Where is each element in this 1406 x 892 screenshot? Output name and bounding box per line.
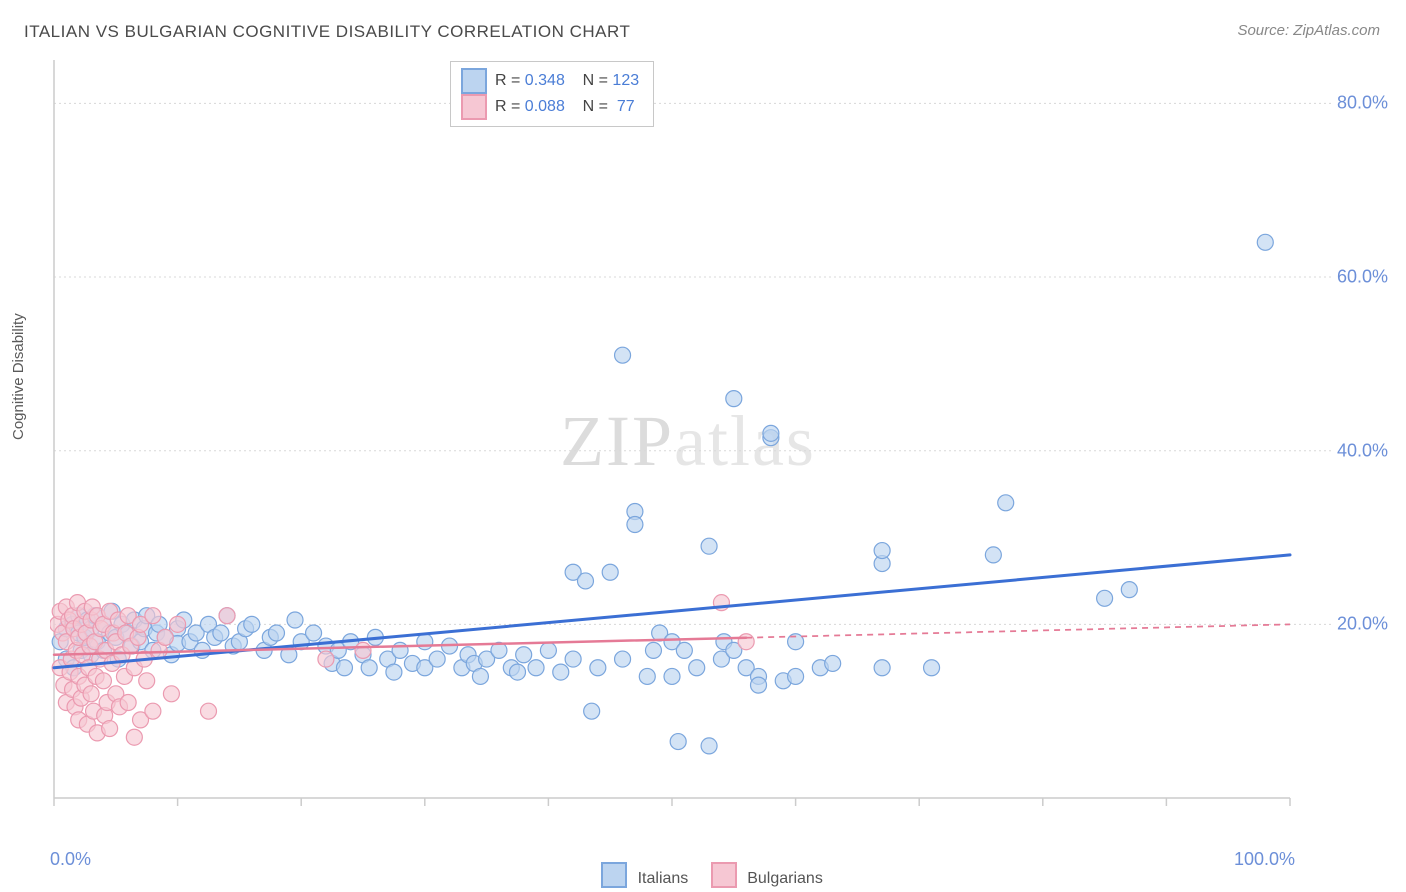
r-value: 0.088	[525, 98, 565, 115]
y-tick-label: 40.0%	[1337, 440, 1388, 461]
n-value: 77	[617, 98, 635, 115]
legend-text-italians: R = 0.348 N = 123	[495, 69, 639, 92]
r-label: R =	[495, 98, 520, 115]
series-legend: Italians Bulgarians	[0, 862, 1406, 888]
y-tick-label: 80.0%	[1337, 93, 1388, 114]
legend-row-bulgarians: R = 0.088 N = 77	[461, 94, 639, 120]
chart-title: ITALIAN VS BULGARIAN COGNITIVE DISABILIT…	[24, 22, 630, 42]
x-tick-label: 0.0%	[50, 849, 91, 870]
series-label-bulgarians: Bulgarians	[747, 870, 823, 887]
x-tick-label: 100.0%	[1234, 849, 1295, 870]
r-label: R =	[495, 72, 520, 89]
series-swatch-italians	[601, 862, 627, 888]
legend-row-italians: R = 0.348 N = 123	[461, 68, 639, 94]
legend-swatch-italians	[461, 68, 487, 94]
n-label: N =	[583, 72, 608, 89]
source-label: Source: ZipAtlas.com	[1237, 22, 1380, 39]
y-axis-label: Cognitive Disability	[10, 313, 27, 440]
series-swatch-bulgarians	[711, 862, 737, 888]
y-tick-label: 20.0%	[1337, 614, 1388, 635]
n-value: 123	[612, 72, 639, 89]
y-tick-label: 60.0%	[1337, 267, 1388, 288]
series-label-italians: Italians	[638, 870, 689, 887]
legend-swatch-bulgarians	[461, 94, 487, 120]
legend-text-bulgarians: R = 0.088 N = 77	[495, 95, 635, 118]
r-value: 0.348	[525, 72, 565, 89]
plot-area	[50, 58, 1340, 828]
chart-svg	[50, 58, 1340, 828]
correlation-legend: R = 0.348 N = 123 R = 0.088 N = 77	[450, 61, 654, 127]
n-label: N =	[583, 98, 608, 115]
